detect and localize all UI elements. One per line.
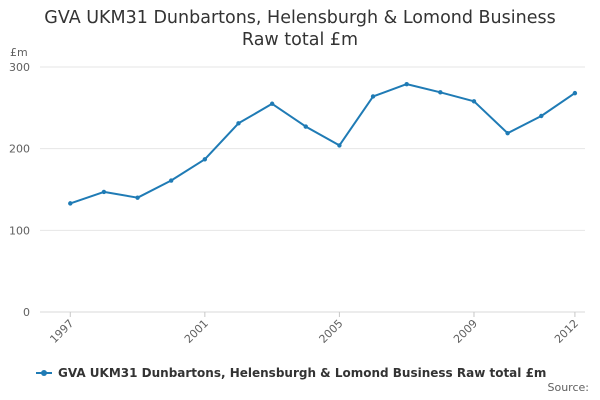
y-axis-unit-label: £m [10, 46, 28, 59]
chart-title: GVA UKM31 Dunbartons, Helensburgh & Lomo… [44, 8, 556, 28]
y-tick-label: 100 [9, 224, 30, 237]
series-line [69, 83, 576, 205]
data-point[interactable] [135, 195, 140, 200]
legend-swatch [36, 368, 52, 378]
data-point[interactable] [471, 99, 477, 104]
data-point[interactable] [505, 130, 510, 136]
y-tick-label: 300 [9, 61, 30, 74]
data-point[interactable] [539, 113, 544, 119]
data-point[interactable] [337, 143, 342, 148]
source-label: Source: [547, 381, 590, 394]
x-tick-label: 1997 [47, 317, 76, 346]
series-layer [68, 81, 578, 206]
legend[interactable]: GVA UKM31 Dunbartons, Helensburgh & Lomo… [36, 366, 546, 380]
data-point[interactable] [101, 189, 107, 195]
data-point[interactable] [370, 94, 376, 99]
chart-subtitle: Raw total £m [241, 30, 359, 50]
data-point[interactable] [404, 81, 409, 87]
y-tick-label: 200 [9, 143, 30, 156]
y-axis-ticks: 0 100 200 300 [9, 61, 30, 319]
x-axis-ticks: 1997 2001 2005 2009 2012 [47, 312, 581, 346]
legend-label: GVA UKM31 Dunbartons, Helensburgh & Lomo… [58, 366, 547, 380]
data-point[interactable] [202, 157, 208, 162]
x-tick-label: 2001 [182, 317, 211, 346]
data-point[interactable] [269, 101, 275, 106]
data-point[interactable] [303, 124, 308, 129]
data-point[interactable] [169, 178, 174, 183]
data-point[interactable] [236, 121, 241, 126]
data-point[interactable] [68, 201, 73, 206]
grid-lines [40, 66, 585, 313]
y-tick-label: 0 [23, 306, 30, 319]
data-point[interactable] [572, 90, 578, 96]
data-point[interactable] [438, 90, 443, 95]
x-tick-label: 2012 [552, 317, 581, 346]
x-tick-label: 2005 [317, 317, 346, 346]
x-tick-label: 2009 [451, 317, 480, 346]
